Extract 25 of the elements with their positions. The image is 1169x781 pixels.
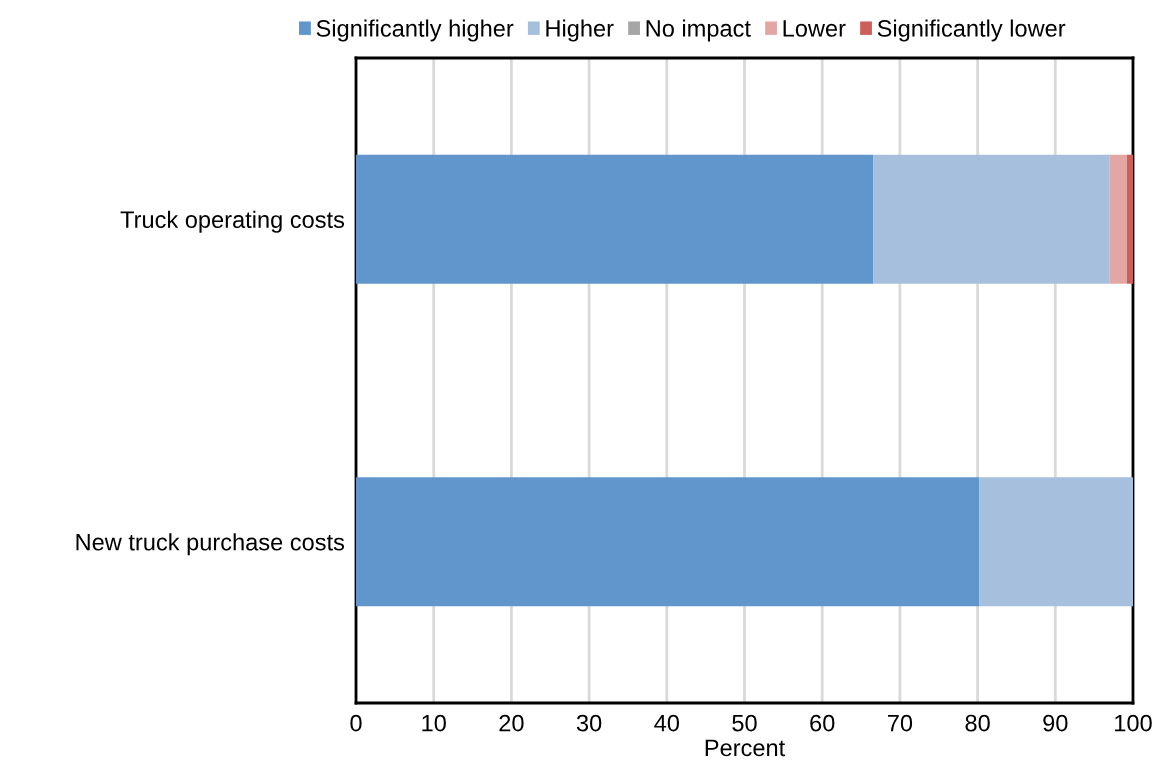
x-tick-label: 50 [732,714,757,732]
bar [1126,154,1133,284]
legend-label: Significantly lower [877,19,1066,42]
y-tick-label: Truck operating costs [120,210,345,233]
x-tick-label: 30 [576,714,602,732]
x-tick-label: 70 [887,714,913,732]
x-tick-label: 40 [654,714,680,732]
x-tick-label: 100 [1115,714,1152,732]
x-tick-label: 0 [350,714,362,732]
x-tick-label: 10 [422,714,446,732]
bar [356,154,874,284]
bar [1109,154,1127,284]
x-tick-label: 80 [965,714,990,732]
bar [873,154,1110,284]
x-tick-label: 20 [499,714,524,732]
legend-label: Higher [546,19,614,42]
bar [979,477,1133,607]
legend-label: No impact [646,19,751,42]
legend-label: Significantly higher [316,19,514,42]
x-axis-title: Percent [705,739,786,757]
bar [356,477,980,607]
y-tick-label: New truck purchase costs [76,533,345,556]
x-tick-label: 90 [1043,714,1068,732]
legend-label: Lower [783,20,846,37]
x-tick-label: 60 [810,714,835,732]
